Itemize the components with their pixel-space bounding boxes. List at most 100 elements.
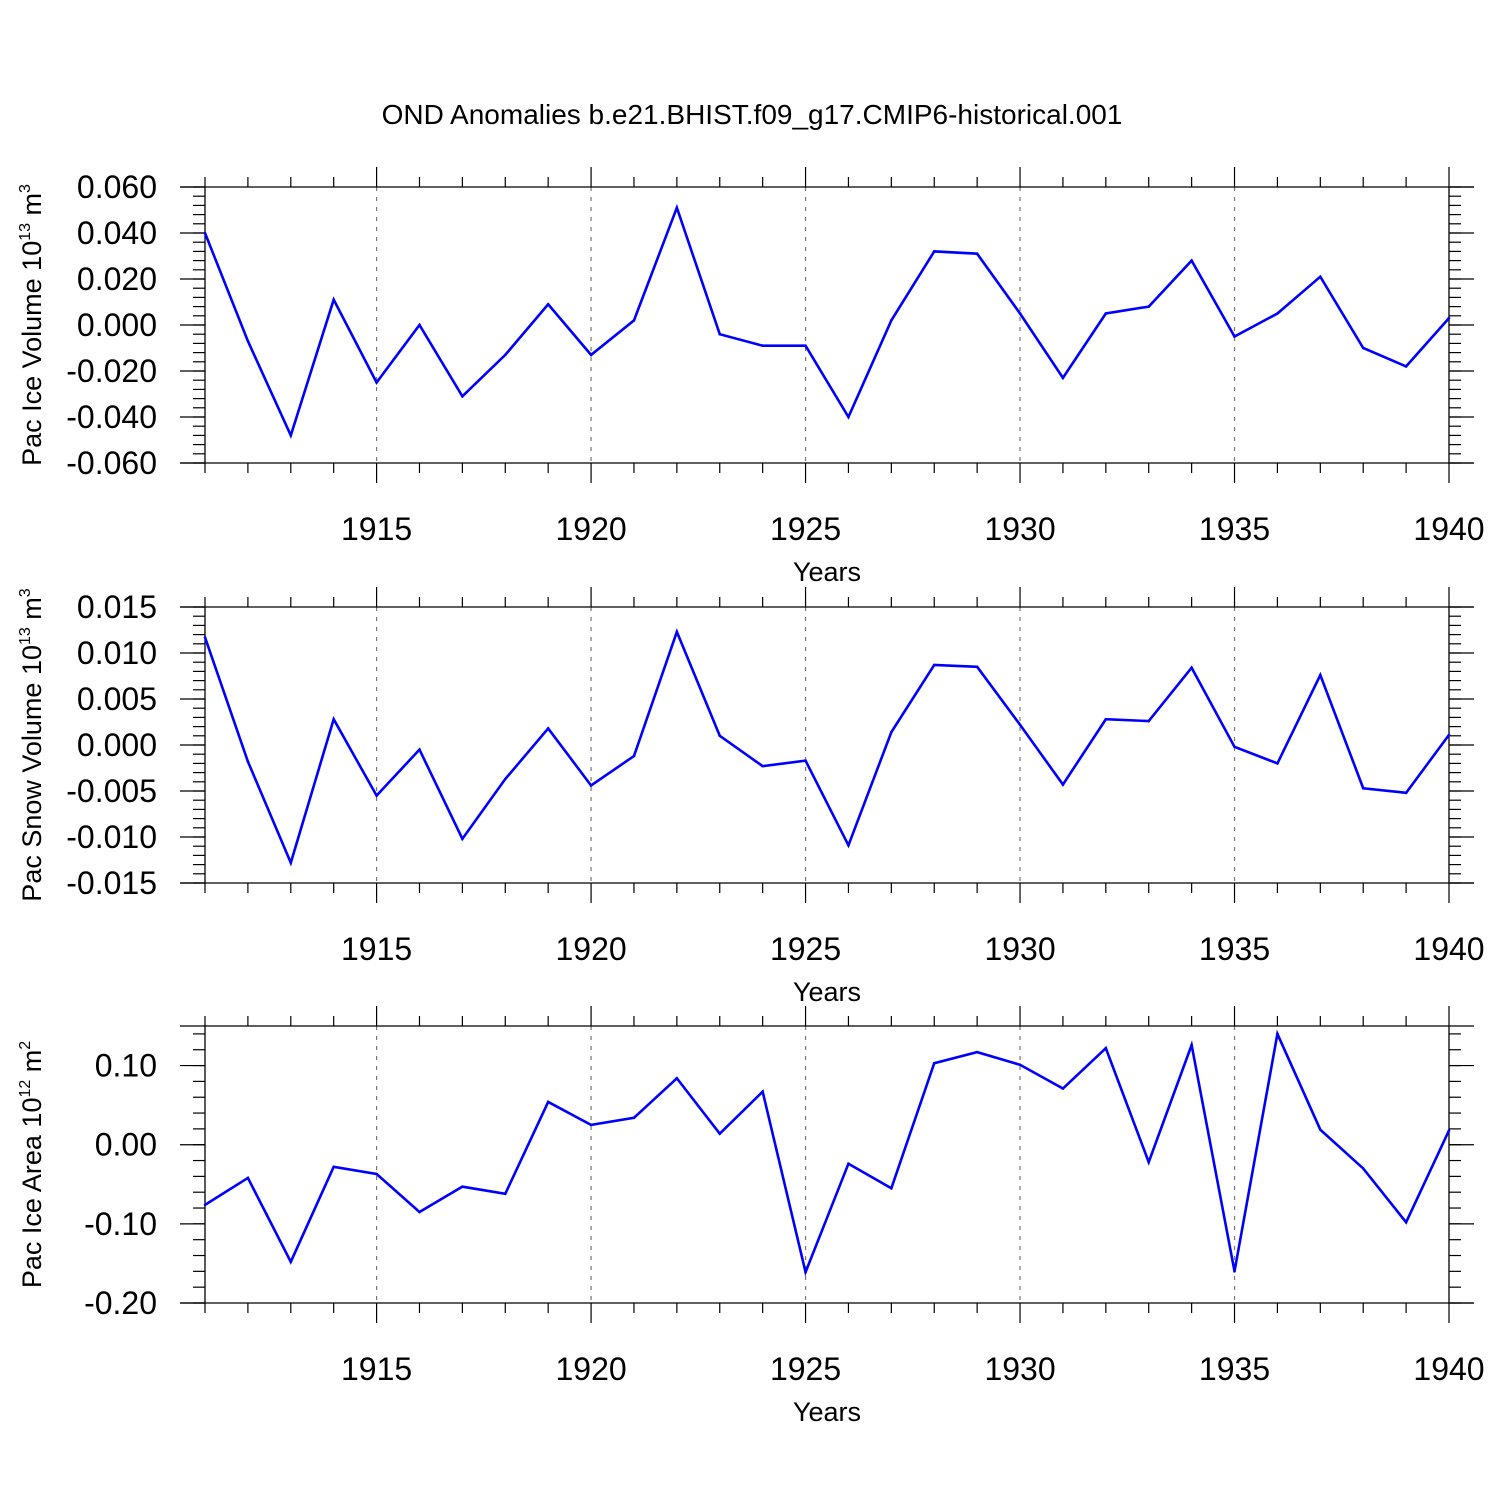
data-point-1932 — [1104, 312, 1108, 315]
y-axis-label-text: m — [17, 597, 47, 627]
x-tick-label: 1915 — [341, 1351, 412, 1387]
data-point-1914 — [332, 298, 335, 302]
x-tick-label: 1925 — [770, 931, 841, 967]
data-point-1927 — [890, 1186, 893, 1190]
data-point-1933 — [1147, 719, 1151, 723]
data-point-1935 — [1233, 745, 1236, 749]
data-point-1925 — [804, 344, 807, 348]
y-tick-label: -0.060 — [66, 445, 157, 481]
x-tick-label: 1935 — [1199, 1351, 1270, 1387]
data-point-1917 — [461, 1185, 464, 1188]
data-point-1918 — [503, 777, 507, 781]
data-point-1912 — [246, 339, 250, 343]
data-point-1921 — [632, 1116, 636, 1120]
y-tick-label: -0.10 — [84, 1206, 157, 1242]
y-tick-label: -0.010 — [66, 819, 157, 855]
data-point-1916 — [418, 323, 421, 327]
data-point-1937 — [1319, 1128, 1322, 1131]
data-point-1932 — [1104, 1046, 1108, 1050]
data-point-1916 — [418, 1210, 421, 1214]
data-point-1933 — [1147, 305, 1151, 308]
data-point-1930 — [1018, 312, 1022, 315]
x-tick-label: 1925 — [770, 511, 841, 547]
data-point-1915 — [375, 794, 378, 797]
y-axis-label-exponent: 13 — [17, 223, 34, 241]
data-point-1915 — [375, 381, 378, 384]
data-point-1936 — [1276, 762, 1279, 765]
panels: -0.060 -0.040 -0.020 0.000 0.020 0.040 0.060 19… — [17, 167, 1485, 1427]
data-point-1919 — [546, 303, 550, 306]
y-axis-label: Pac Ice Area 1012 m2 — [17, 1041, 47, 1288]
data-point-1912 — [246, 1176, 250, 1180]
y-axis-label-exponent: 3 — [17, 588, 34, 597]
x-tick-label: 1940 — [1413, 931, 1484, 967]
y-tick-label: 0.10 — [95, 1048, 157, 1084]
data-point-1913 — [289, 861, 293, 865]
data-point-1920 — [589, 353, 593, 357]
y-axis-label-text: m — [17, 193, 47, 223]
data-point-1914 — [332, 717, 335, 721]
data-point-1913 — [289, 434, 293, 437]
data-point-1921 — [632, 319, 636, 322]
y-tick-label: 0.010 — [77, 635, 157, 671]
data-point-1914 — [332, 1165, 335, 1169]
data-point-1923 — [718, 332, 722, 336]
data-point-1931 — [1061, 376, 1065, 380]
x-tick-label: 1915 — [341, 931, 412, 967]
data-point-1936 — [1276, 312, 1279, 315]
data-point-1939 — [1404, 1220, 1408, 1224]
x-axis-label: Years — [793, 977, 861, 1007]
data-point-1926 — [847, 1162, 850, 1166]
data-point-1916 — [418, 748, 421, 751]
data-point-1917 — [461, 837, 464, 841]
y-tick-label: 0.00 — [95, 1127, 157, 1163]
y-tick-label: -0.20 — [84, 1285, 157, 1321]
y-tick-label: 0.040 — [77, 215, 157, 251]
panel-3: -0.20 -0.10 0.00 0.10 1915 1920 1925 1930 1935 19… — [17, 1006, 1485, 1427]
data-point-1929 — [975, 665, 979, 669]
x-axis-label: Years — [793, 1397, 861, 1427]
x-tick-label: 1940 — [1413, 511, 1484, 547]
data-point-1940 — [1447, 316, 1451, 320]
data-point-1923 — [718, 734, 722, 738]
x-tick-label: 1920 — [555, 1351, 626, 1387]
data-point-1915 — [375, 1172, 378, 1176]
y-axis-label-text: Pac Ice Volume 10 — [17, 241, 47, 466]
panel-1: -0.060 -0.040 -0.020 0.000 0.020 0.040 0.060 19… — [17, 167, 1485, 587]
x-tick-label: 1920 — [555, 511, 626, 547]
y-tick-label: 0.000 — [77, 307, 157, 343]
data-point-1912 — [246, 760, 250, 763]
data-point-1918 — [503, 353, 507, 357]
data-point-1927 — [890, 730, 893, 734]
y-tick-label: -0.005 — [66, 773, 157, 809]
data-point-1928 — [932, 1061, 936, 1065]
data-point-1911 — [203, 636, 207, 639]
data-point-1922 — [675, 1076, 679, 1080]
x-tick-label: 1940 — [1413, 1351, 1484, 1387]
panel-2: -0.015 -0.010 -0.005 0.000 0.005 0.010 0.015 19… — [17, 587, 1485, 1007]
y-axis-label: Pac Ice Volume 1013 m3 — [17, 184, 47, 466]
y-axis-label-exponent: 3 — [17, 184, 34, 193]
data-point-1939 — [1404, 791, 1408, 795]
data-point-1931 — [1061, 783, 1065, 786]
data-point-1924 — [761, 764, 764, 768]
y-tick-label: 0.000 — [77, 727, 157, 763]
data-point-1922 — [675, 630, 679, 634]
data-point-1929 — [975, 1050, 979, 1054]
data-point-1918 — [503, 1192, 507, 1196]
data-point-1924 — [761, 344, 764, 348]
x-tick-label: 1935 — [1199, 931, 1270, 967]
data-point-1930 — [1018, 723, 1022, 727]
data-point-1929 — [975, 252, 979, 255]
data-point-1935 — [1233, 335, 1236, 338]
data-point-1924 — [761, 1090, 764, 1093]
x-axis-label: Years — [793, 557, 861, 587]
y-axis-label-exponent: 12 — [17, 1080, 34, 1098]
series-line — [204, 1029, 1451, 1277]
data-point-1933 — [1147, 1160, 1151, 1164]
data-point-1921 — [632, 754, 636, 758]
x-tick-label: 1935 — [1199, 511, 1270, 547]
x-tick-label: 1930 — [984, 511, 1055, 547]
data-point-1935 — [1233, 1270, 1236, 1273]
x-tick-label: 1920 — [555, 931, 626, 967]
